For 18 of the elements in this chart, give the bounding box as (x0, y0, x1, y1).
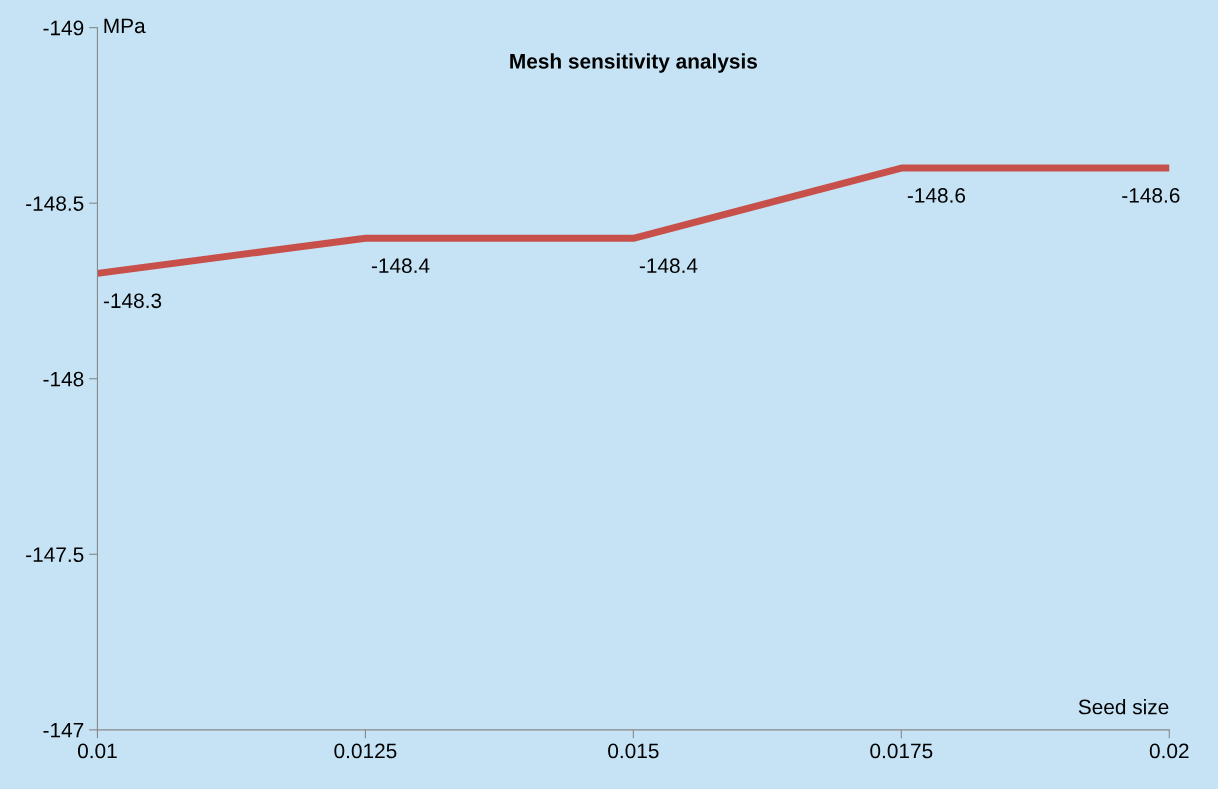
x-axis-title: Seed size (1078, 699, 1169, 715)
data-label: -148.6 (1122, 188, 1180, 203)
y-axis-title: MPa (104, 18, 146, 34)
data-label: -148.4 (371, 258, 430, 274)
x-tick-label: 0.01 (77, 743, 117, 759)
text: Mesh sensitivity analysis (510, 53, 757, 73)
x-tick-label: 0.02 (1149, 743, 1189, 759)
x-tick-label: 0.0125 (334, 743, 397, 759)
data-label: -148.6 (907, 188, 966, 203)
x-tick-label: 0.0175 (870, 743, 933, 759)
y-tick-label: -147 (43, 723, 84, 738)
y-tick-label: -148 (43, 371, 84, 387)
y-tick-label: -148.5 (26, 196, 84, 211)
data-label: -148.3 (103, 293, 162, 309)
data-label: -148.4 (639, 258, 698, 274)
y-tick-label: -149 (43, 20, 84, 36)
y-tick-label: -147.5 (26, 547, 84, 563)
x-tick-label: 0.015 (608, 743, 659, 759)
